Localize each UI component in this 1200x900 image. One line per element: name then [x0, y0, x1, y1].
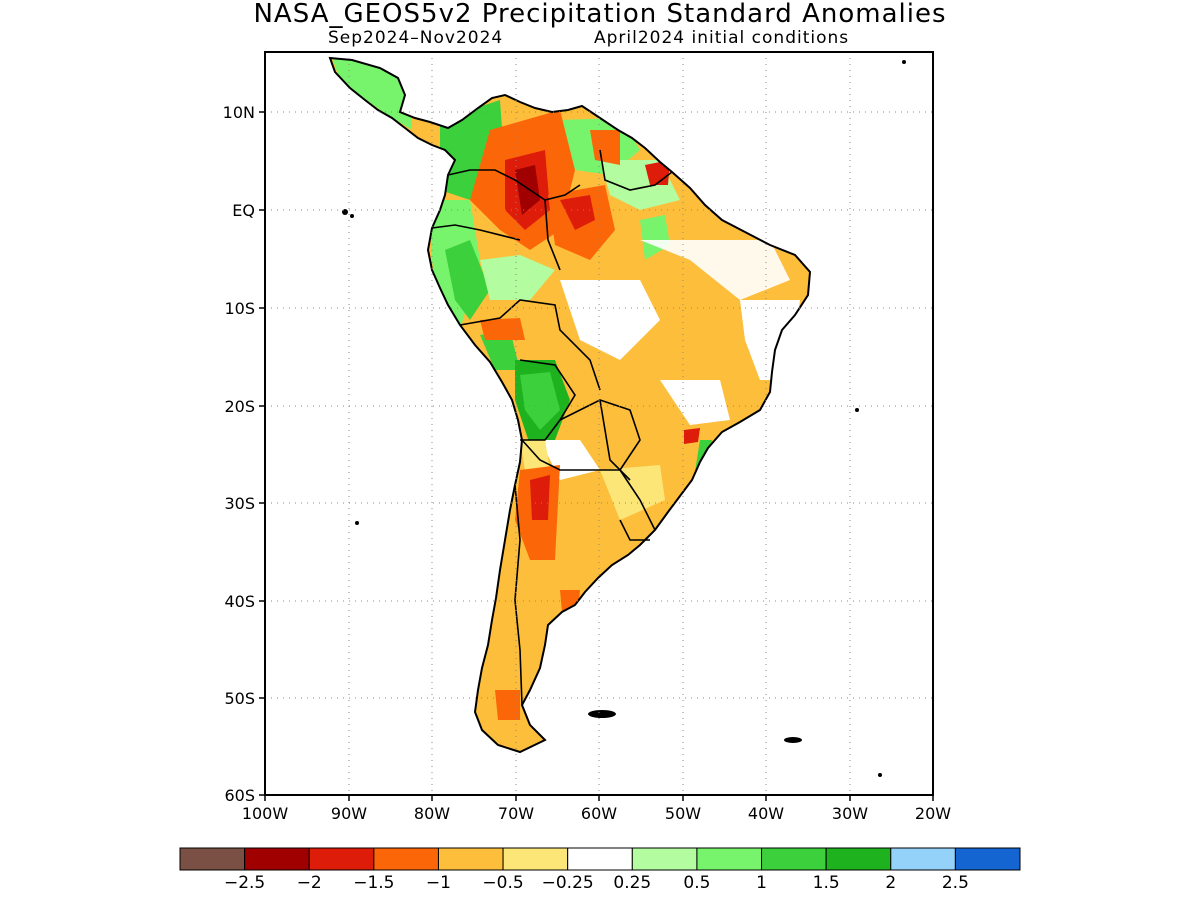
- lon-tick-label: 60W: [581, 804, 617, 823]
- lon-tick-label: 80W: [414, 804, 450, 823]
- lon-tick-label: 20W: [915, 804, 951, 823]
- initial-conditions: April2024 initial conditions: [594, 28, 850, 48]
- colorbar-label: −2: [297, 873, 322, 893]
- colorbar-swatch: [890, 847, 956, 871]
- colorbar-label: −0.25: [542, 873, 594, 893]
- colorbar-label: −0.5: [482, 873, 523, 893]
- lat-tick-label: 10N: [223, 103, 255, 122]
- lat-tick-label: 40S: [224, 592, 255, 611]
- lat-tick-label: 10S: [224, 299, 255, 318]
- colorbar-label: 0.25: [613, 873, 651, 893]
- colorbar-label: 1.5: [813, 873, 840, 893]
- country-borders: [431, 149, 673, 706]
- lon-tick-label: 50W: [665, 804, 701, 823]
- lon-tick-label: 90W: [331, 804, 367, 823]
- lon-tick-label: 30W: [832, 804, 868, 823]
- forecast-period: Sep2024–Nov2024: [328, 28, 504, 48]
- colorbar-label: −1.5: [353, 873, 394, 893]
- colorbar-swatch: [761, 847, 827, 871]
- colorbar-swatch: [954, 847, 1021, 871]
- colorbar-swatch: [696, 847, 763, 871]
- colorbar-swatch: [308, 847, 375, 871]
- colorbar-swatch: [825, 847, 892, 871]
- colorbar-label: 2.5: [942, 873, 969, 893]
- colorbar-label: 2: [885, 873, 896, 893]
- colorbar-swatch: [437, 847, 504, 871]
- lon-tick-label: 40W: [748, 804, 784, 823]
- colorbar-label: −2.5: [224, 873, 265, 893]
- map-title: NASA_GEOS5v2 Precipitation Standard Anom…: [253, 0, 947, 29]
- colorbar-swatch: [567, 847, 633, 871]
- lat-tick-label: EQ: [232, 201, 255, 220]
- colorbar-swatch: [373, 847, 439, 871]
- colorbar-swatch: [502, 847, 569, 871]
- lat-tick-label: 50S: [224, 689, 255, 708]
- colorbar: −2.5 −2 −1.5 −1 −0.5 −0.25 0.25 0.5 1 1.5 2 2.5: [179, 847, 1021, 893]
- lat-tick-label: 30S: [224, 494, 255, 513]
- lon-tick-label: 70W: [498, 804, 534, 823]
- colorbar-swatch: [631, 847, 698, 871]
- colorbar-label: −1: [426, 873, 451, 893]
- colorbar-label: 1: [756, 873, 767, 893]
- colorbar-swatch: [179, 847, 246, 871]
- colorbar-label: 0.5: [683, 873, 710, 893]
- lat-tick-label: 60S: [224, 786, 255, 805]
- colorbar-swatch: [244, 847, 310, 871]
- lon-tick-label: 100W: [242, 804, 289, 823]
- lat-tick-label: 20S: [224, 397, 255, 416]
